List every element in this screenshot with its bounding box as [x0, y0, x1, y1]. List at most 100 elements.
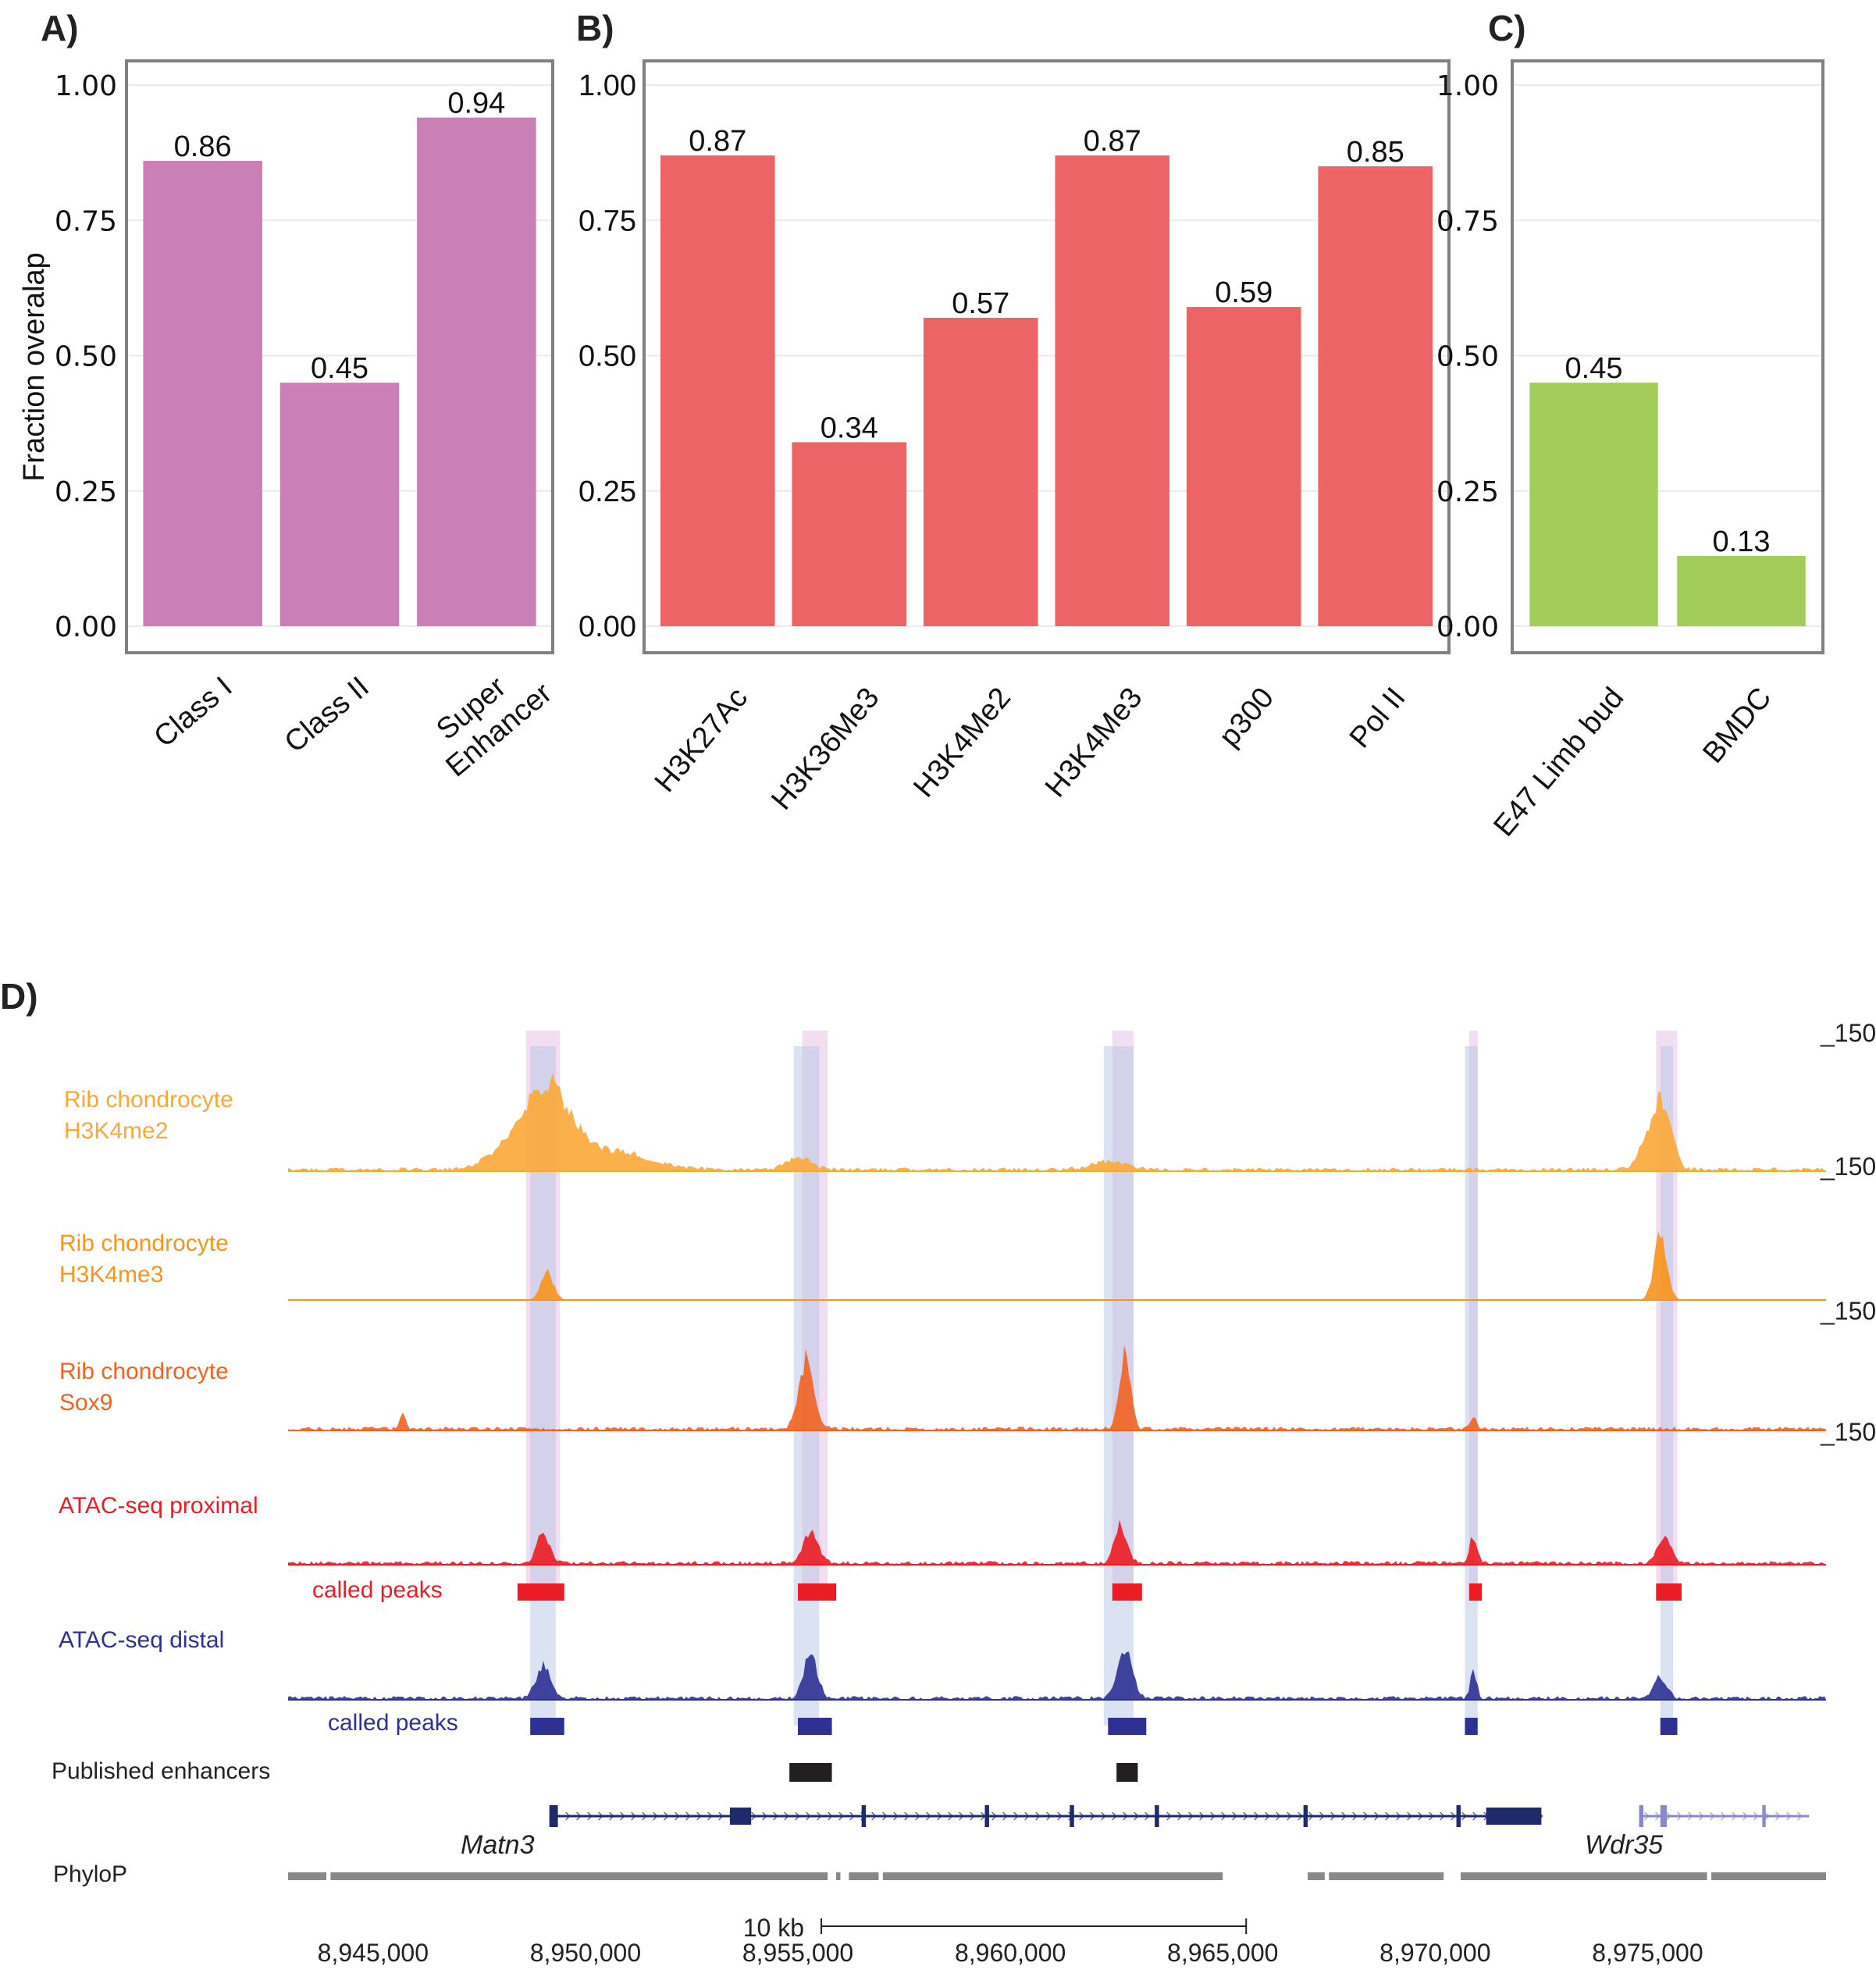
exon — [1486, 1808, 1542, 1825]
bar — [792, 442, 907, 626]
strand-arrow-icon — [576, 1811, 582, 1821]
strand-arrow-icon — [882, 1811, 888, 1821]
y-tick-label: 0.75 — [55, 205, 117, 237]
scale-bar-label: 10 kb — [743, 1914, 804, 1942]
panel-border — [125, 59, 554, 654]
exon — [1155, 1805, 1159, 1827]
called-peak — [1468, 1583, 1483, 1601]
panel-label-d: D) — [0, 976, 38, 1017]
strand-arrow-icon — [1655, 1811, 1661, 1821]
bar — [660, 155, 775, 627]
strand-arrow-icon — [1166, 1811, 1172, 1821]
x-tick-label: p300 — [1213, 682, 1281, 753]
x-tick-label: H3K27Ac — [649, 682, 754, 799]
strand-arrow-icon — [1721, 1811, 1726, 1821]
strand-arrow-icon — [664, 1811, 669, 1821]
strand-arrow-icon — [1035, 1811, 1041, 1821]
strand-arrow-icon — [1144, 1811, 1150, 1821]
strand-arrow-icon — [1472, 1811, 1478, 1821]
strand-arrow-icon — [1188, 1811, 1194, 1821]
x-tick-label: Class I — [148, 671, 238, 754]
track-label-h3k4me2-line2: H3K4me2 — [64, 1118, 168, 1144]
gene-matn3: Matn3 — [461, 1805, 1543, 1860]
phylop-segment — [1460, 1872, 1707, 1880]
coordinate-label: 8,955,000 — [742, 1939, 853, 1967]
bar-value-label: 0.45 — [1565, 352, 1623, 385]
exon — [861, 1805, 867, 1827]
track-label-h3k4me3-line2: H3K4me3 — [59, 1262, 163, 1288]
strand-arrow-icon — [1330, 1811, 1336, 1821]
y-tick-label: 0.50 — [1436, 341, 1499, 373]
x-tick-label-line: H3K4Me3 — [1039, 682, 1149, 803]
signal-area — [288, 1651, 1826, 1700]
signal-area — [288, 1073, 1826, 1171]
strand-arrow-icon — [1243, 1811, 1248, 1821]
bar — [1055, 155, 1170, 627]
strand-arrow-icon — [1775, 1811, 1781, 1821]
strand-arrow-icon — [1287, 1811, 1292, 1821]
phylop-segment — [288, 1872, 326, 1880]
x-tick-label: H3K36Me3 — [765, 682, 885, 817]
panel-border — [643, 59, 1451, 654]
gene-name-label: Wdr35 — [1585, 1830, 1663, 1860]
bar — [1677, 555, 1806, 626]
strand-arrow-icon — [1786, 1811, 1792, 1821]
strand-arrow-icon — [904, 1811, 910, 1821]
called-peaks-track — [517, 1583, 1682, 1601]
strand-arrow-icon — [1699, 1811, 1704, 1821]
called-peaks-label-distal: called peaks — [328, 1710, 458, 1736]
x-tick-label: E47 Limb bud — [1487, 682, 1630, 843]
bar — [923, 317, 1038, 626]
strand-arrow-icon — [1418, 1811, 1423, 1821]
strand-arrow-icon — [937, 1811, 942, 1821]
strand-arrow-icon — [1123, 1811, 1128, 1821]
called-peaks-track — [530, 1718, 1678, 1735]
strand-arrow-icon — [1024, 1811, 1030, 1821]
bar-value-label: 0.87 — [1084, 125, 1141, 158]
x-tick-label: Pol II — [1344, 682, 1412, 754]
strand-arrow-icon — [773, 1811, 778, 1821]
strand-arrow-icon — [1764, 1811, 1770, 1821]
bar-value-label: 0.34 — [821, 411, 878, 444]
enhancer-block — [789, 1763, 832, 1782]
bar-value-label: 0.45 — [311, 352, 368, 385]
strand-arrow-icon — [1677, 1811, 1682, 1821]
phylop-segment — [1711, 1872, 1826, 1880]
strand-arrow-icon — [1057, 1811, 1063, 1821]
x-tick-label-line: BMDC — [1696, 682, 1778, 770]
strand-arrow-icon — [718, 1811, 724, 1821]
y-tick-label: 1.00 — [578, 69, 636, 102]
called-peak — [1108, 1718, 1147, 1735]
strand-arrow-icon — [806, 1811, 811, 1821]
coordinate-label: 8,945,000 — [318, 1939, 429, 1967]
strand-arrow-icon — [970, 1811, 975, 1821]
strand-arrow-icon — [1308, 1811, 1314, 1821]
strand-arrow-icon — [685, 1811, 691, 1821]
strand-arrow-icon — [915, 1811, 920, 1821]
exon — [1639, 1805, 1643, 1827]
called-peak — [1656, 1583, 1682, 1601]
bar — [417, 117, 536, 626]
strand-arrow-icon — [1732, 1811, 1737, 1821]
x-tick-label: H3K4Me3 — [1039, 682, 1149, 803]
strand-arrow-icon — [1797, 1811, 1803, 1821]
bar-value-label: 0.59 — [1215, 276, 1273, 309]
called-peak — [798, 1718, 832, 1735]
exon — [1456, 1805, 1461, 1827]
strand-arrow-icon — [849, 1811, 855, 1821]
x-tick-label: BMDC — [1696, 682, 1778, 770]
enhancer-block — [1116, 1763, 1138, 1782]
bar — [1186, 307, 1301, 626]
bar — [279, 383, 400, 626]
strand-arrow-icon — [1374, 1811, 1379, 1821]
strand-arrow-icon — [1396, 1811, 1401, 1821]
y-tick-label: 0.50 — [55, 341, 117, 373]
strand-arrow-icon — [1753, 1811, 1759, 1821]
called-peak — [1660, 1718, 1678, 1735]
coordinate-label: 8,975,000 — [1592, 1939, 1703, 1967]
phylop-segment — [836, 1872, 841, 1880]
strand-arrow-icon — [1407, 1811, 1412, 1821]
chart-c: 0.00 0.25 0.50 0.75 1.00 0.45 E47 Limb bud 0.13… — [1436, 59, 1824, 843]
track-scale-label: _150 — [1820, 1418, 1876, 1446]
